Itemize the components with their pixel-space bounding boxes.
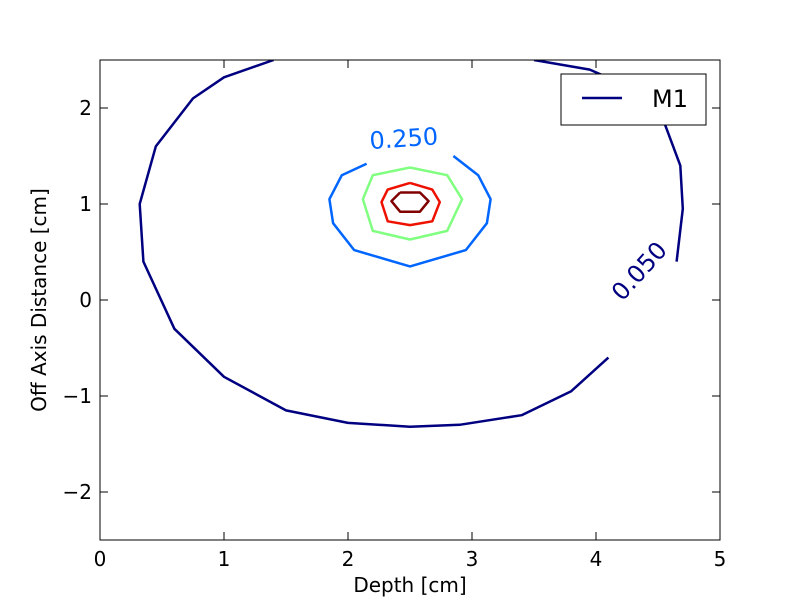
- y-tick-label: 1: [79, 192, 92, 216]
- x-tick-label: 2: [342, 547, 355, 571]
- y-tick-label: 2: [79, 96, 92, 120]
- legend: M1: [560, 73, 707, 126]
- legend-label-m1: M1: [652, 85, 688, 113]
- contour-0_5: [361, 166, 464, 241]
- y-tick-label: −2: [63, 480, 92, 504]
- plot-area: [100, 60, 720, 540]
- x-tick-label: 5: [714, 547, 727, 571]
- contour-0_25: [328, 155, 492, 268]
- contour-0_75: [380, 181, 442, 227]
- x-axis-label: Depth [cm]: [353, 573, 466, 597]
- x-tick-label: 4: [590, 547, 603, 571]
- y-axis: −2 −1 0 1 2: [63, 96, 720, 504]
- x-axis: 0 1 2 3 4 5: [94, 60, 727, 571]
- legend-box: [560, 73, 707, 126]
- y-axis-label: Off Axis Distance [cm]: [27, 188, 51, 412]
- contour-0_95: [390, 191, 430, 213]
- contour-0_05: [138, 60, 610, 428]
- y-tick-label: −1: [63, 384, 92, 408]
- x-tick-label: 0: [94, 547, 107, 571]
- y-tick-label: 0: [79, 288, 92, 312]
- contour-label: 0.250: [369, 122, 440, 155]
- x-tick-label: 3: [466, 547, 479, 571]
- x-tick-label: 1: [218, 547, 231, 571]
